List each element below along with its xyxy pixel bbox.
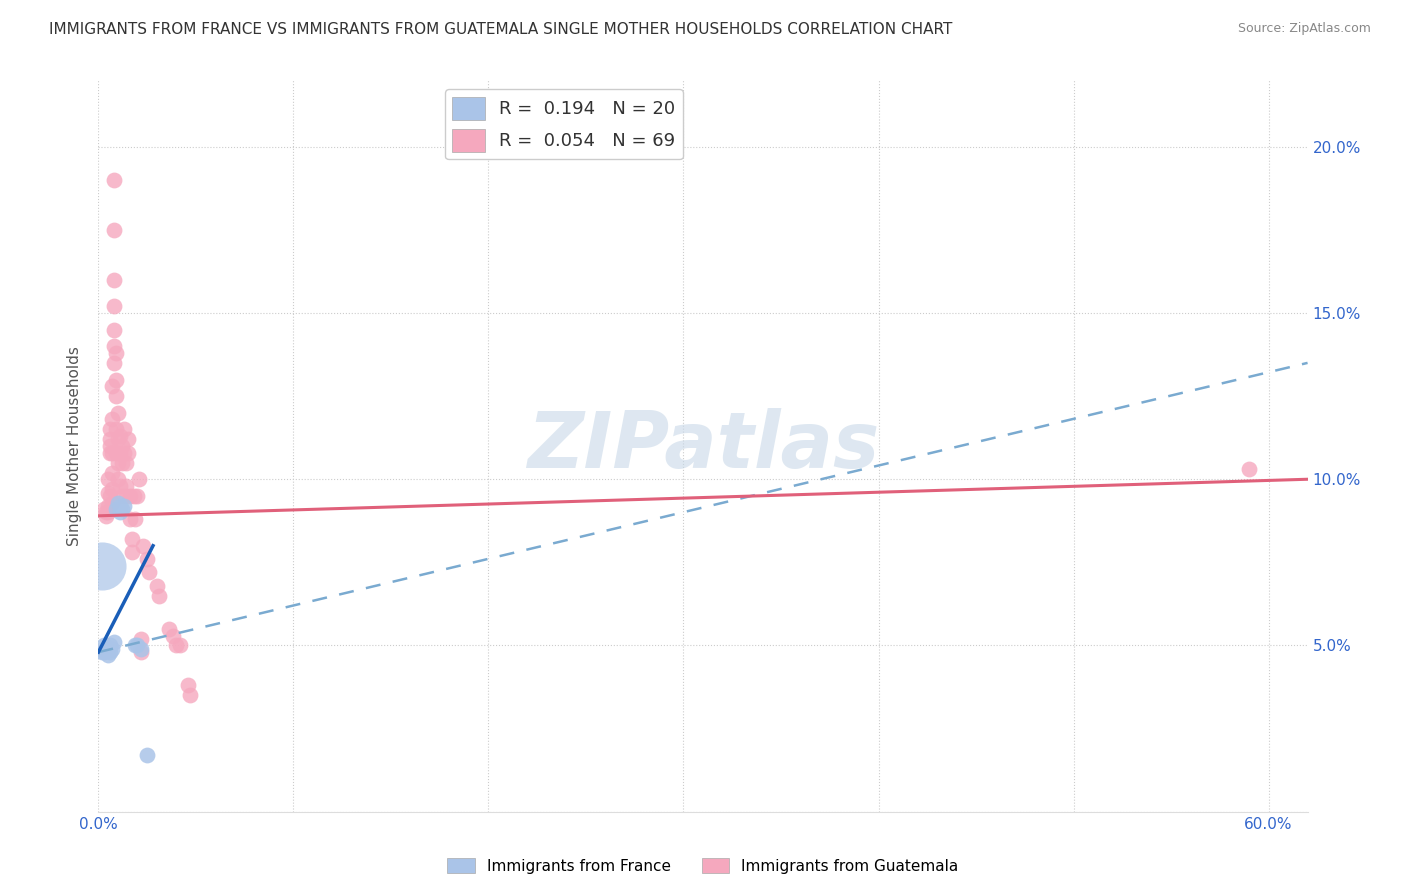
Point xyxy=(121,545,143,559)
Point xyxy=(177,678,200,692)
Text: IMMIGRANTS FROM FRANCE VS IMMIGRANTS FROM GUATEMALA SINGLE MOTHER HOUSEHOLDS COR: IMMIGRANTS FROM FRANCE VS IMMIGRANTS FRO… xyxy=(49,22,953,37)
Point xyxy=(97,472,120,486)
Point xyxy=(131,641,153,656)
Point xyxy=(136,748,159,763)
Y-axis label: Single Mother Households: Single Mother Households xyxy=(67,346,83,546)
Point xyxy=(136,552,159,566)
Point xyxy=(148,589,170,603)
Point xyxy=(97,648,120,663)
Point xyxy=(96,506,118,520)
Point xyxy=(97,641,120,656)
Point xyxy=(111,439,134,453)
Point xyxy=(108,479,131,493)
Point xyxy=(107,472,129,486)
Point xyxy=(104,346,127,360)
Point xyxy=(111,502,134,516)
Point xyxy=(114,456,136,470)
Point xyxy=(98,645,121,659)
Point xyxy=(96,508,118,523)
Point xyxy=(169,639,191,653)
Point xyxy=(103,173,125,187)
Point xyxy=(138,566,160,580)
Point xyxy=(103,356,125,370)
Point xyxy=(107,495,129,509)
Point xyxy=(93,502,115,516)
Point xyxy=(104,372,127,386)
Point xyxy=(121,532,143,546)
Point xyxy=(114,479,136,493)
Point xyxy=(103,299,125,313)
Point xyxy=(118,489,141,503)
Point xyxy=(101,482,124,496)
Point xyxy=(103,339,125,353)
Point xyxy=(118,512,141,526)
Point xyxy=(93,639,115,653)
Point xyxy=(101,379,124,393)
Legend: Immigrants from France, Immigrants from Guatemala: Immigrants from France, Immigrants from … xyxy=(441,852,965,880)
Point xyxy=(131,645,153,659)
Point xyxy=(101,412,124,426)
Point xyxy=(117,445,139,459)
Point xyxy=(108,506,131,520)
Point xyxy=(127,639,149,653)
Point xyxy=(103,635,125,649)
Point xyxy=(111,456,134,470)
Point xyxy=(122,489,145,503)
Point xyxy=(93,645,115,659)
Point xyxy=(98,433,121,447)
Point xyxy=(98,422,121,436)
Point xyxy=(98,639,121,653)
Point xyxy=(146,579,169,593)
Point xyxy=(97,506,120,520)
Point xyxy=(162,628,184,642)
Point xyxy=(97,499,120,513)
Point xyxy=(131,632,153,646)
Point xyxy=(127,489,149,503)
Point xyxy=(103,223,125,237)
Point xyxy=(101,466,124,480)
Point xyxy=(98,439,121,453)
Point xyxy=(104,422,127,436)
Point xyxy=(112,422,135,436)
Point xyxy=(96,641,118,656)
Point xyxy=(111,489,134,503)
Point xyxy=(101,641,124,656)
Point xyxy=(114,489,136,503)
Point xyxy=(104,389,127,403)
Point xyxy=(124,639,146,653)
Point xyxy=(103,273,125,287)
Point xyxy=(104,445,127,459)
Point xyxy=(91,558,114,573)
Point xyxy=(124,512,146,526)
Point xyxy=(112,445,135,459)
Text: ZIPatlas: ZIPatlas xyxy=(527,408,879,484)
Text: Source: ZipAtlas.com: Source: ZipAtlas.com xyxy=(1237,22,1371,36)
Point xyxy=(112,499,135,513)
Point xyxy=(103,323,125,337)
Point xyxy=(117,433,139,447)
Point xyxy=(101,445,124,459)
Point xyxy=(132,539,155,553)
Point xyxy=(1237,462,1260,476)
Point xyxy=(108,429,131,443)
Point xyxy=(98,445,121,459)
Point xyxy=(98,489,121,503)
Point xyxy=(107,433,129,447)
Point xyxy=(128,472,150,486)
Point xyxy=(157,622,180,636)
Legend: R =  0.194   N = 20, R =  0.054   N = 69: R = 0.194 N = 20, R = 0.054 N = 69 xyxy=(446,89,683,159)
Point xyxy=(108,445,131,459)
Point xyxy=(97,485,120,500)
Point xyxy=(107,406,129,420)
Point xyxy=(107,456,129,470)
Point xyxy=(165,639,187,653)
Point xyxy=(101,495,124,509)
Point xyxy=(104,502,127,516)
Point xyxy=(108,499,131,513)
Point xyxy=(91,645,114,659)
Point xyxy=(179,689,201,703)
